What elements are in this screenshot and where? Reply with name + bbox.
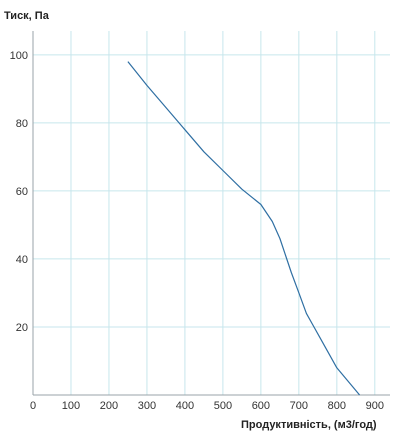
series-line xyxy=(127,61,361,396)
series-group xyxy=(127,61,361,396)
x-tick-label: 500 xyxy=(214,400,232,412)
y-axis-title: Тиск, Па xyxy=(4,10,50,22)
tick-labels: 0 100 200 300 400 500 600 700 800 900 20 40 60 80 100 xyxy=(10,50,384,412)
y-tick-label: 80 xyxy=(16,118,28,130)
y-tick-label: 100 xyxy=(10,50,28,62)
x-tick-label: 700 xyxy=(290,400,308,412)
y-tick-label: 40 xyxy=(16,254,28,266)
y-tick-label: 20 xyxy=(16,322,28,334)
x-tick-label: 300 xyxy=(138,400,156,412)
x-tick-label: 800 xyxy=(328,400,346,412)
grid xyxy=(33,31,390,395)
x-tick-label: 0 xyxy=(30,400,36,412)
x-tick-label: 100 xyxy=(62,400,80,412)
x-tick-label: 200 xyxy=(100,400,118,412)
y-tick-label: 60 xyxy=(16,186,28,198)
x-tick-label: 600 xyxy=(252,400,270,412)
x-axis-title: Продуктивність, (м3/год) xyxy=(241,419,377,431)
x-tick-label: 400 xyxy=(176,400,194,412)
axes xyxy=(32,31,390,396)
x-tick-label: 900 xyxy=(366,400,384,412)
